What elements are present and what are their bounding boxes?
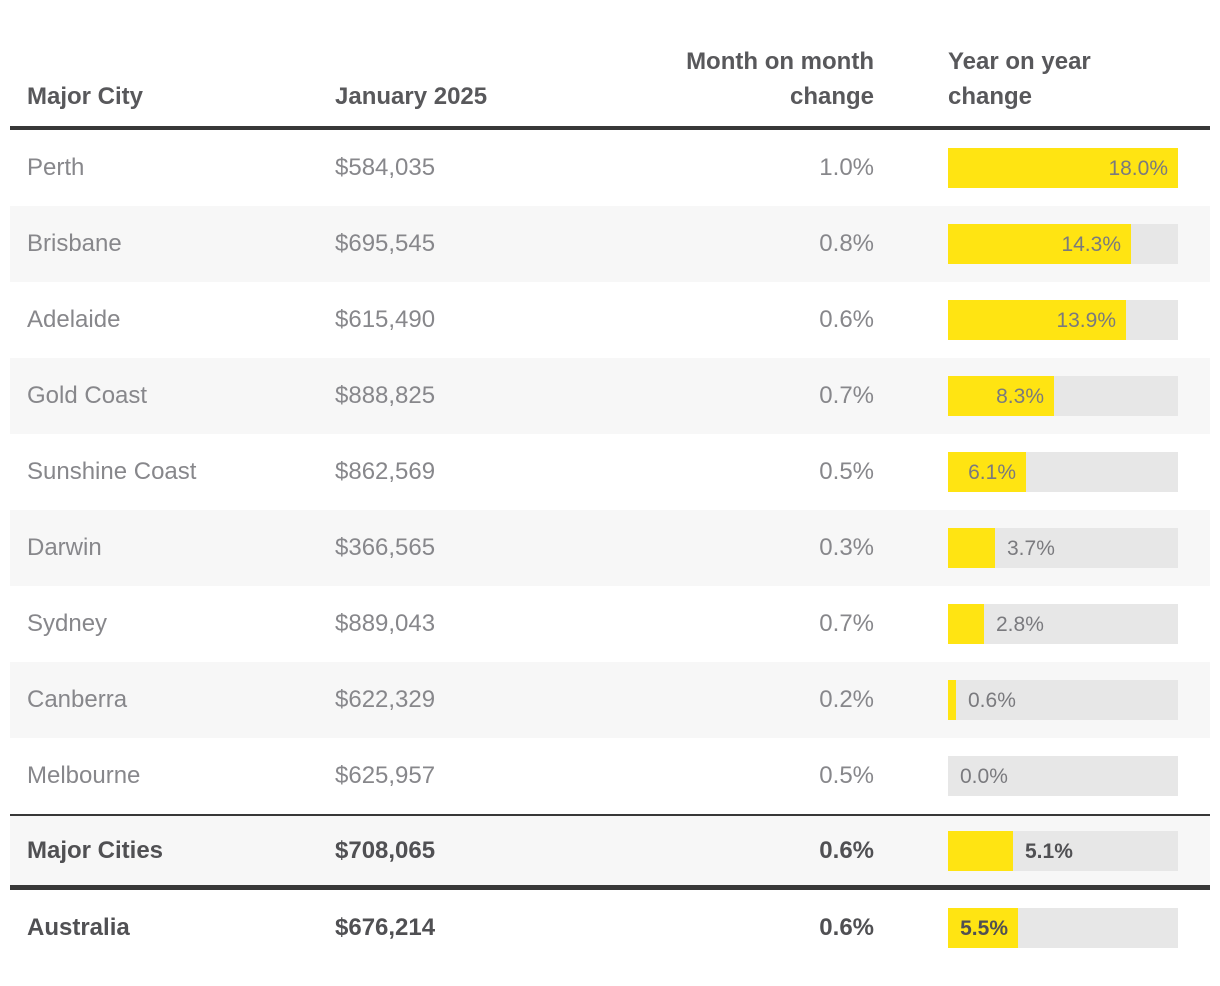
table-row: Major Cities $708,065 0.6% 5.1%: [10, 814, 1210, 890]
median-price: $622,329: [335, 686, 436, 713]
table-row: Australia $676,214 0.6% 5.5%: [10, 890, 1210, 966]
yoy-bar-cell: 3.7%: [874, 528, 1210, 568]
median-price: $366,565: [335, 534, 436, 561]
table-row: Canberra $622,329 0.2% 0.6%: [10, 662, 1210, 738]
yoy-bar-track: 5.5%: [948, 908, 1178, 948]
city-name: Canberra: [27, 686, 128, 713]
median-price: $676,214: [335, 914, 436, 941]
column-header-major-city: Major City: [27, 83, 144, 110]
yoy-bar-cell: 13.9%: [874, 300, 1210, 340]
yoy-change-label: 5.1%: [1025, 839, 1073, 863]
city-name: Perth: [27, 154, 85, 181]
median-price: $695,545: [335, 230, 436, 257]
yoy-bar-fill: [948, 680, 956, 720]
table-header-row: Major City January 2025 Month on month c…: [10, 0, 1210, 130]
median-price: $625,957: [335, 762, 436, 789]
mom-change-value: 0.5%: [819, 458, 874, 485]
city-name: Major Cities: [27, 836, 164, 864]
yoy-bar-cell: 6.1%: [874, 452, 1210, 492]
median-price: $862,569: [335, 458, 436, 485]
yoy-change-label: 2.8%: [996, 613, 1044, 636]
table-row: Adelaide $615,490 0.6% 13.9%: [10, 282, 1210, 358]
yoy-bar-fill: [948, 830, 1013, 871]
city-name: Brisbane: [27, 230, 122, 257]
yoy-bar-fill: [948, 604, 984, 644]
median-house-price-table: Major City January 2025 Month on month c…: [10, 0, 1210, 966]
mom-change-value: 0.7%: [819, 382, 874, 409]
mom-change-value: 0.6%: [819, 914, 874, 941]
column-header-january-2025: January 2025: [335, 83, 488, 110]
column-header-mom-change-wrap: Month on month change: [590, 44, 874, 114]
mom-change-value: 0.8%: [819, 230, 874, 257]
table-row: Brisbane $695,545 0.8% 14.3%: [10, 206, 1210, 282]
column-header-mom-change: Month on month change: [686, 48, 874, 110]
yoy-bar-cell: 0.6%: [874, 680, 1210, 720]
table-body: Perth $584,035 1.0% 18.0% Brisbane $695,…: [10, 130, 1210, 966]
yoy-change-label: 8.3%: [996, 385, 1044, 408]
yoy-bar-track: 18.0%: [948, 148, 1178, 188]
mom-change-value: 0.2%: [819, 686, 874, 713]
yoy-bar-track: 14.3%: [948, 224, 1178, 264]
yoy-bar-fill: [948, 224, 1131, 264]
city-name: Melbourne: [27, 762, 141, 789]
median-price: $615,490: [335, 306, 436, 333]
yoy-bar-cell: 0.0%: [874, 756, 1210, 796]
yoy-bar-track: 8.3%: [948, 376, 1178, 416]
yoy-bar-cell: 14.3%: [874, 224, 1210, 264]
mom-change-value: 0.6%: [819, 836, 874, 864]
mom-change-value: 1.0%: [819, 154, 874, 181]
yoy-change-label: 14.3%: [1061, 233, 1121, 256]
city-name: Sunshine Coast: [27, 458, 197, 485]
yoy-change-label: 13.9%: [1056, 309, 1116, 332]
yoy-bar-fill: [948, 148, 1178, 188]
city-name: Australia: [27, 914, 130, 941]
yoy-bar-fill: [948, 908, 1018, 948]
yoy-bar-track: 2.8%: [948, 604, 1178, 644]
table-row: Darwin $366,565 0.3% 3.7%: [10, 510, 1210, 586]
column-header-yoy-change: Year on year change: [948, 48, 1091, 110]
yoy-change-label: 5.5%: [960, 917, 1008, 940]
city-name: Gold Coast: [27, 382, 148, 409]
yoy-bar-cell: 5.5%: [874, 908, 1210, 948]
table-row: Sydney $889,043 0.7% 2.8%: [10, 586, 1210, 662]
yoy-bar-fill: [948, 528, 995, 568]
yoy-bar-cell: 8.3%: [874, 376, 1210, 416]
table-row: Melbourne $625,957 0.5% 0.0%: [10, 738, 1210, 814]
yoy-bar-cell: 5.1%: [874, 830, 1210, 871]
yoy-change-label: 18.0%: [1108, 157, 1168, 180]
yoy-bar-cell: 2.8%: [874, 604, 1210, 644]
city-name: Darwin: [27, 534, 102, 561]
median-price: $584,035: [335, 154, 436, 181]
mom-change-value: 0.7%: [819, 610, 874, 637]
city-name: Adelaide: [27, 306, 121, 333]
median-price: $889,043: [335, 610, 436, 637]
table-row: Sunshine Coast $862,569 0.5% 6.1%: [10, 434, 1210, 510]
table-row: Perth $584,035 1.0% 18.0%: [10, 130, 1210, 206]
yoy-change-label: 3.7%: [1007, 537, 1055, 560]
yoy-bar-track: 6.1%: [948, 452, 1178, 492]
yoy-change-label: 6.1%: [968, 461, 1016, 484]
yoy-bar-fill: [948, 300, 1126, 340]
table-row: Gold Coast $888,825 0.7% 8.3%: [10, 358, 1210, 434]
yoy-bar-track: 0.0%: [948, 756, 1178, 796]
yoy-change-label: 0.0%: [960, 765, 1008, 788]
yoy-bar-fill: [948, 376, 1054, 416]
yoy-bar-track: 3.7%: [948, 528, 1178, 568]
yoy-bar-track: 5.1%: [948, 830, 1178, 871]
mom-change-value: 0.5%: [819, 762, 874, 789]
yoy-bar-fill: [948, 452, 1026, 492]
yoy-bar-track: 0.6%: [948, 680, 1178, 720]
mom-change-value: 0.6%: [819, 306, 874, 333]
mom-change-value: 0.3%: [819, 534, 874, 561]
median-price: $888,825: [335, 382, 436, 409]
yoy-change-label: 0.6%: [968, 689, 1016, 712]
city-name: Sydney: [27, 610, 108, 637]
yoy-bar-track: 13.9%: [948, 300, 1178, 340]
median-price: $708,065: [335, 836, 436, 864]
column-header-yoy-change-wrap: Year on year change: [874, 44, 1210, 114]
yoy-bar-cell: 18.0%: [874, 148, 1210, 188]
